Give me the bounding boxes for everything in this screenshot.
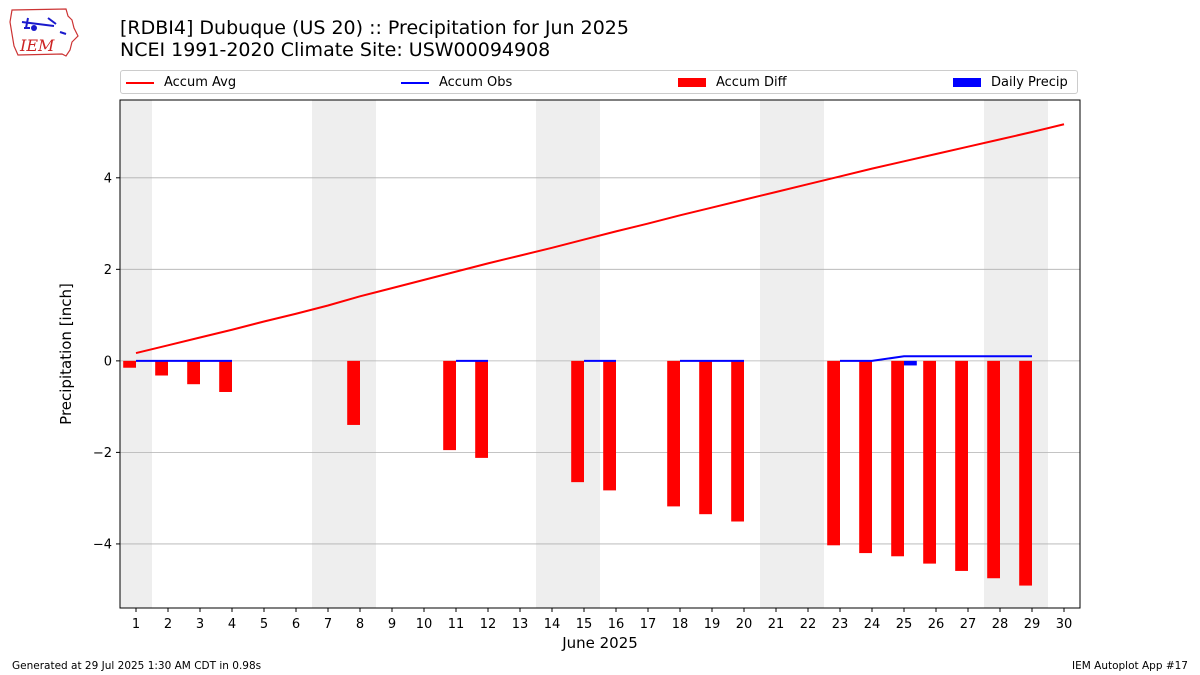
x-tick-label: 25 [896,617,913,632]
daily-precip-bar [904,360,917,366]
legend-label-accum-obs: Accum Obs [439,75,513,90]
accum-diff-bar [859,360,872,554]
x-tick-label: 19 [704,617,721,632]
x-axis-ticks: 1 2 3 4 5 6 7 8 9 10 11 12 13 14 15 16 17 18 19 20 21 22 23 24 2… [132,608,1072,632]
accum-diff-bar [571,360,584,483]
x-tick-label: 3 [196,617,204,632]
y-tick-label: 2 [104,263,112,278]
x-tick-label: 29 [1024,617,1041,632]
autoplot-app-label: IEM Autoplot App #17 [1072,660,1188,672]
accum-diff-bar [347,360,360,425]
y-tick-label: −4 [93,537,112,552]
accum-diff-bar [731,360,744,522]
accum-diff-bar [443,360,456,451]
accum-diff-bar [475,360,488,458]
x-tick-label: 27 [960,617,977,632]
y-axis-label: Precipitation [inch] [57,283,75,425]
x-tick-label: 28 [992,617,1009,632]
accum-diff-bar [603,360,616,491]
accum-diff-bar [987,360,1000,579]
accum-diff-bar [955,360,968,571]
x-tick-label: 5 [260,617,268,632]
legend-label-accum-diff: Accum Diff [716,75,787,90]
accum-diff-bar [187,360,200,385]
weekend-band [536,100,600,608]
accum-diff-bar [891,360,904,557]
weekend-band [312,100,376,608]
accum-obs-line [840,355,1032,362]
x-tick-label: 15 [576,617,593,632]
iowa-outline-icon [9,8,79,57]
x-tick-label: 23 [832,617,849,632]
legend-item-accum-avg: Accum Avg [126,75,236,90]
x-tick-label: 12 [480,617,497,632]
x-tick-label: 7 [324,617,332,632]
y-tick-label: 4 [104,171,112,186]
accum-diff-bar [123,360,136,368]
x-axis-label: June 2025 [562,634,638,652]
y-tick-label: 0 [104,354,112,369]
daily-precip-bars [904,360,917,366]
legend-label-daily-precip: Daily Precip [991,75,1068,90]
x-tick-label: 24 [864,617,881,632]
accum-diff-bar [827,360,840,546]
accum-diff-bar [1019,360,1032,586]
x-tick-label: 9 [388,617,396,632]
accum-diff-bar [155,360,168,376]
title-line-2: NCEI 1991-2020 Climate Site: USW00094908 [120,39,551,61]
weather-station-icon [21,17,67,35]
x-tick-label: 6 [292,617,300,632]
x-tick-label: 2 [164,617,172,632]
accum-diff-bars [123,360,1032,586]
generated-timestamp: Generated at 29 Jul 2025 1:30 AM CDT in … [12,660,262,672]
accum-diff-bar [699,360,712,515]
y-axis-ticks: 4 2 0 −2 −4 [93,171,120,552]
weekend-band [760,100,824,608]
legend-item-daily-precip: Daily Precip [953,75,1068,90]
weekend-shading [120,100,1048,608]
x-tick-label: 8 [356,617,364,632]
legend-item-accum-diff: Accum Diff [678,75,787,90]
accum-diff-bar [667,360,680,507]
chart-title: [RDBI4] Dubuque (US 20) :: Precipitation… [120,17,629,61]
x-tick-label: 22 [800,617,817,632]
logo-text: IEM [19,36,55,55]
x-tick-label: 10 [416,617,433,632]
legend-swatch-accum-obs [401,81,429,84]
series-lines [135,123,1065,362]
legend: Accum Avg Accum Obs Accum Diff Daily Pre… [120,70,1078,94]
x-tick-label: 14 [544,617,561,632]
x-tick-label: 18 [672,617,689,632]
x-tick-label: 1 [132,617,140,632]
weekend-band [120,100,152,608]
x-tick-label: 16 [608,617,625,632]
x-tick-label: 20 [736,617,753,632]
title-line-1: [RDBI4] Dubuque (US 20) :: Precipitation… [120,17,629,39]
legend-item-accum-obs: Accum Obs [401,75,512,90]
x-tick-label: 13 [512,617,529,632]
y-tick-label: −2 [93,446,112,461]
accum-diff-bar [219,360,232,392]
accum-avg-line [135,123,1065,355]
x-tick-label: 17 [640,617,657,632]
x-tick-label: 30 [1056,617,1073,632]
legend-swatch-daily-precip [953,78,981,87]
x-tick-label: 4 [228,617,236,632]
x-tick-label: 26 [928,617,945,632]
legend-swatch-accum-diff [678,78,706,87]
x-tick-label: 11 [448,617,465,632]
accum-diff-bar [923,360,936,564]
plot-frame [119,99,1081,609]
legend-swatch-accum-avg [126,81,154,84]
iem-logo: IEM [9,8,79,57]
x-tick-label: 21 [768,617,785,632]
legend-label-accum-avg: Accum Avg [164,75,237,90]
